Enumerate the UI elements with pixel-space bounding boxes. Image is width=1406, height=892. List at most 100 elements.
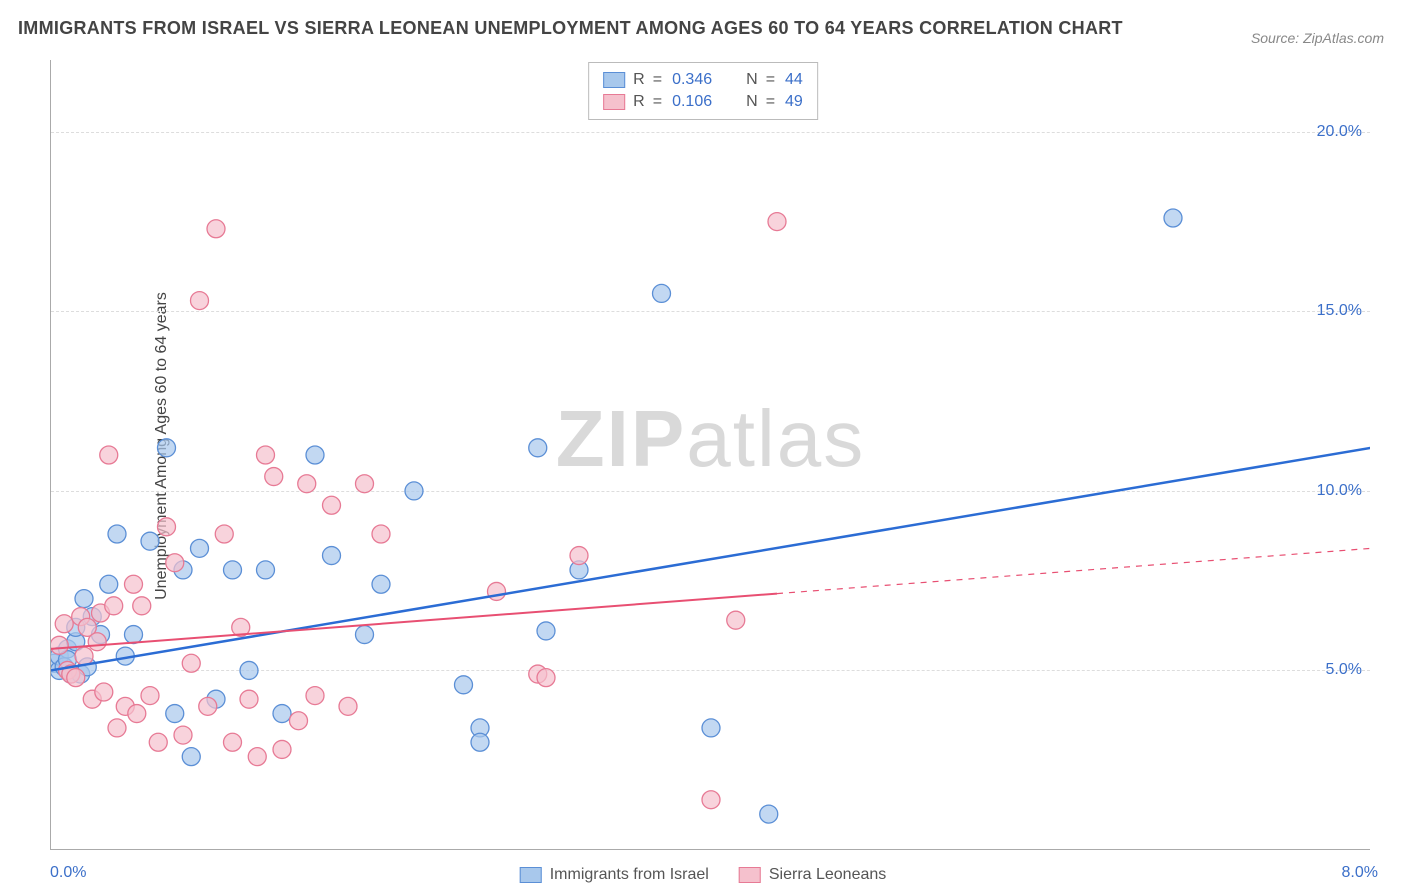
trend-line (51, 594, 777, 649)
data-point (537, 622, 555, 640)
data-point (306, 687, 324, 705)
scatter-plot-svg (51, 60, 1370, 849)
data-point (141, 532, 159, 550)
data-point (405, 482, 423, 500)
data-point (105, 597, 123, 615)
legend-swatch (603, 94, 625, 110)
data-point (653, 284, 671, 302)
trend-line (51, 448, 1370, 671)
r-label: R (633, 93, 645, 111)
equals-sign: = (653, 71, 662, 89)
data-point (166, 554, 184, 572)
plot-area: ZIPatlas 5.0%10.0%15.0%20.0% (50, 60, 1370, 850)
data-point (182, 654, 200, 672)
data-point (95, 683, 113, 701)
data-point (88, 633, 106, 651)
correlation-legend: R=0.346N=44R=0.106N=49 (588, 62, 818, 120)
chart-title: IMMIGRANTS FROM ISRAEL VS SIERRA LEONEAN… (18, 18, 1123, 39)
data-point (488, 582, 506, 600)
r-label: R (633, 71, 645, 89)
data-point (191, 539, 209, 557)
legend-series-label: Immigrants from Israel (550, 866, 709, 884)
data-point (191, 292, 209, 310)
data-point (55, 615, 73, 633)
data-point (51, 636, 68, 654)
data-point (199, 697, 217, 715)
equals-sign: = (766, 93, 775, 111)
data-point (125, 626, 143, 644)
x-tick-min: 0.0% (50, 864, 86, 882)
data-point (298, 475, 316, 493)
source-prefix: Source: (1251, 30, 1303, 46)
data-point (215, 525, 233, 543)
data-point (265, 468, 283, 486)
data-point (727, 611, 745, 629)
data-point (67, 669, 85, 687)
data-point (257, 446, 275, 464)
data-point (108, 719, 126, 737)
data-point (224, 733, 242, 751)
source-attribution: Source: ZipAtlas.com (1251, 30, 1384, 46)
data-point (248, 748, 266, 766)
data-point (323, 547, 341, 565)
data-point (100, 575, 118, 593)
data-point (240, 661, 258, 679)
legend-swatch (603, 72, 625, 88)
data-point (149, 733, 167, 751)
legend-swatch (739, 867, 761, 883)
data-point (224, 561, 242, 579)
data-point (1164, 209, 1182, 227)
data-point (339, 697, 357, 715)
data-point (702, 719, 720, 737)
trend-line-extrapolated (777, 548, 1370, 593)
data-point (471, 733, 489, 751)
data-point (760, 805, 778, 823)
n-label: N (746, 93, 758, 111)
data-point (207, 220, 225, 238)
legend-series-item: Immigrants from Israel (520, 866, 709, 884)
data-point (158, 439, 176, 457)
data-point (100, 446, 118, 464)
data-point (158, 518, 176, 536)
x-tick-max: 8.0% (1342, 864, 1378, 882)
data-point (290, 712, 308, 730)
data-point (372, 525, 390, 543)
n-value: 44 (785, 71, 803, 89)
data-point (323, 496, 341, 514)
data-point (702, 791, 720, 809)
data-point (75, 590, 93, 608)
data-point (537, 669, 555, 687)
data-point (133, 597, 151, 615)
data-point (356, 626, 374, 644)
n-label: N (746, 71, 758, 89)
data-point (372, 575, 390, 593)
legend-series-label: Sierra Leoneans (769, 866, 886, 884)
data-point (141, 687, 159, 705)
data-point (529, 439, 547, 457)
data-point (455, 676, 473, 694)
data-point (570, 547, 588, 565)
data-point (768, 213, 786, 231)
data-point (273, 740, 291, 758)
equals-sign: = (653, 93, 662, 111)
data-point (257, 561, 275, 579)
legend-swatch (520, 867, 542, 883)
data-point (356, 475, 374, 493)
source-name: ZipAtlas.com (1303, 30, 1384, 46)
equals-sign: = (766, 71, 775, 89)
data-point (125, 575, 143, 593)
legend-correlation-row: R = 0.346 N = 44 (603, 69, 803, 91)
data-point (174, 726, 192, 744)
data-point (182, 748, 200, 766)
series-legend: Immigrants from Israel Sierra Leoneans (520, 866, 887, 884)
data-point (128, 705, 146, 723)
data-point (306, 446, 324, 464)
legend-correlation-row: R=0.106N=49 (603, 91, 803, 113)
data-point (108, 525, 126, 543)
r-value: 0.106 (672, 93, 712, 111)
legend-series-item: Sierra Leoneans (739, 866, 886, 884)
r-value: 0.346 (672, 71, 712, 89)
data-point (273, 705, 291, 723)
data-point (240, 690, 258, 708)
data-point (75, 647, 93, 665)
